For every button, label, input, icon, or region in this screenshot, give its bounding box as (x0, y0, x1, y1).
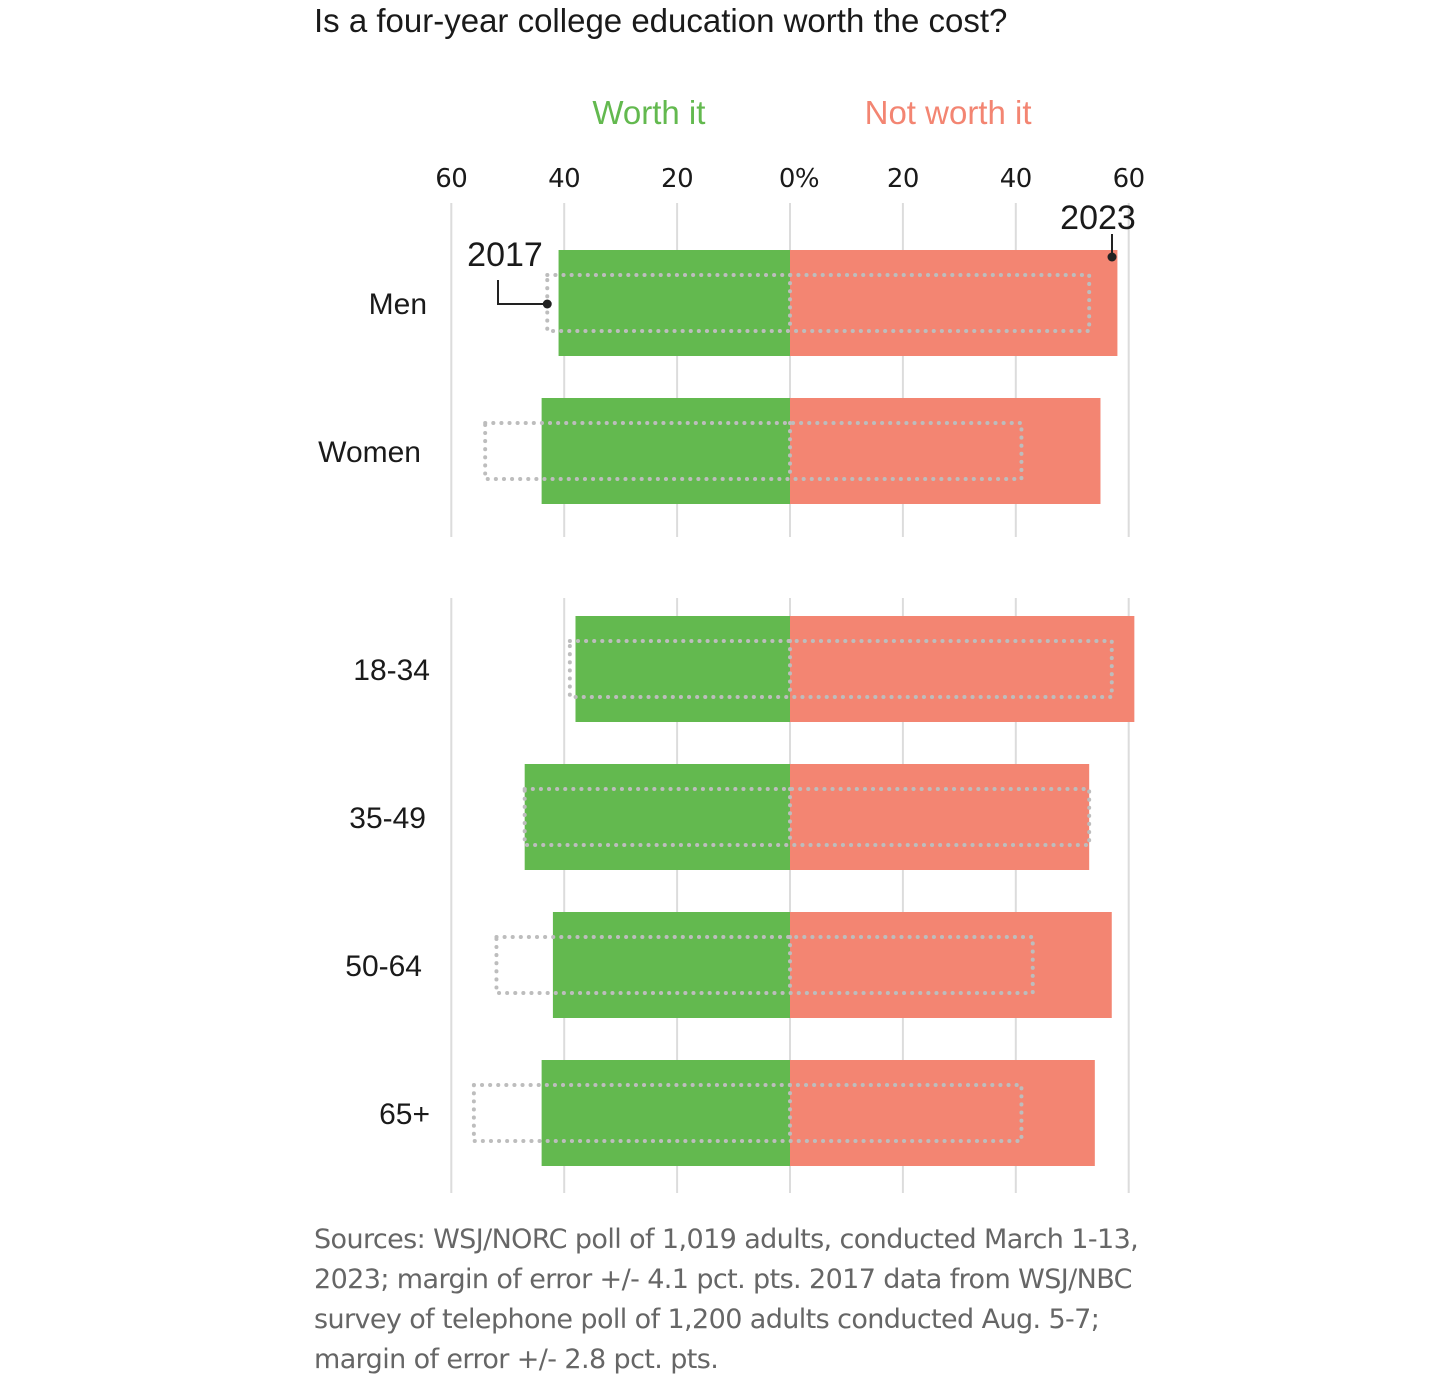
chart-title: Is a four-year college education worth t… (314, 2, 1008, 39)
bar-not-worth-2023 (790, 398, 1101, 504)
bar-not-worth-2023 (790, 912, 1112, 1018)
bar-not-worth-2023 (790, 1060, 1095, 1166)
category-label: Women (318, 436, 421, 469)
legend-worth-it: Worth it (592, 94, 705, 131)
x-tick-label: 0% (779, 164, 819, 194)
bar-not-worth-2023 (790, 616, 1135, 722)
x-tick-label: 20 (661, 164, 693, 194)
category-label: 18-34 (353, 654, 430, 687)
outline-2017 (471, 1083, 1024, 1143)
x-tick-label: 40 (548, 164, 580, 194)
bar-not-worth-2023 (790, 764, 1090, 870)
x-tick-label: 40 (1000, 164, 1032, 194)
annotation-2017-leader (497, 280, 548, 305)
annotation-2017: 2017 (467, 236, 543, 274)
source-note: Sources: WSJ/NORC poll of 1,019 adults, … (314, 1224, 1139, 1375)
annotation-2017-dot (542, 299, 552, 309)
outline-2017 (483, 421, 1024, 481)
legend-not-worth-it: Not worth it (865, 94, 1032, 131)
x-tick-label: 60 (1113, 164, 1145, 194)
annotation-2023: 2023 (1060, 199, 1136, 237)
annotation-2023-dot (1107, 252, 1117, 262)
outline-2017 (567, 639, 1114, 699)
bar-worth-2023 (524, 764, 790, 870)
bar-worth-2023 (558, 250, 790, 356)
bar-worth-2023 (575, 616, 790, 722)
category-label: 35-49 (349, 802, 426, 835)
x-tick-label: 20 (887, 164, 919, 194)
bar-not-worth-2023 (790, 250, 1118, 356)
outline-2017 (494, 935, 1035, 995)
bar-worth-2023 (552, 912, 790, 1018)
outline-2017 (522, 787, 1092, 847)
x-tick-label: 60 (435, 164, 467, 194)
category-label: 50-64 (345, 950, 422, 983)
bar-worth-2023 (541, 398, 790, 504)
chart-svg: Worth it Not worth it 60 40 20 0% 20 40 60 Men Wom… (318, 94, 1145, 1193)
category-label: 65+ (379, 1098, 430, 1131)
category-label: Men (369, 288, 427, 321)
bar-worth-2023 (541, 1060, 790, 1166)
